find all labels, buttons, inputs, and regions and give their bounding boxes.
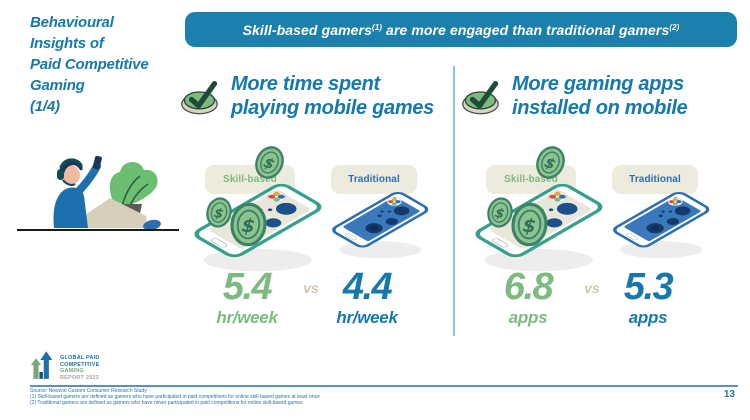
traditional-value: 4.4 (342, 266, 393, 308)
traditional-badge: Traditional (331, 165, 417, 194)
headline-banner: Skill-based gamers(1) are more engaged t… (185, 12, 737, 47)
footnotes: Source: Newzoo Custom Consumer Research … (30, 388, 320, 406)
heading-line: playing mobile games (231, 97, 434, 119)
panel-divider (453, 66, 455, 336)
heading-line: installed on mobile (512, 97, 688, 119)
page-title: Behavioural Insights of Paid Competitive… (30, 12, 180, 117)
heading-line: More time spent (231, 73, 380, 95)
footnote-2: (2) Traditional gamers are defined as ga… (30, 399, 303, 406)
page-title-line: Gaming (30, 77, 85, 94)
footnote-marker-2: (2) (669, 22, 680, 32)
page-number: 13 (723, 389, 735, 400)
headline-text: Skill-based gamers(1) are more engaged t… (242, 21, 680, 38)
vs-label: vs (303, 280, 319, 296)
page-title-line: (1/4) (30, 98, 60, 115)
vs-label: vs (584, 280, 600, 296)
dollar-coin-icon (224, 195, 274, 253)
footer-divider (30, 385, 738, 387)
skill-based-value: 6.8 (503, 266, 554, 308)
traditional-unit: hr/week (336, 308, 398, 327)
traditional-phone-illustration (606, 186, 712, 264)
panel-heading: More gaming apps installed on mobile (512, 72, 727, 120)
report-logo-icon (30, 351, 54, 381)
panel-heading: More time spent playing mobile games (231, 72, 446, 120)
page-title-line: Behavioural (30, 14, 114, 31)
check-icon (461, 76, 507, 116)
dollar-coin-icon (531, 139, 571, 185)
skill-based-value: 5.4 (222, 266, 273, 308)
traditional-phone-illustration (325, 186, 431, 264)
footnote-1: (1) Skill-based gamers are defined as ga… (30, 393, 320, 400)
traditional-value: 5.3 (623, 266, 674, 308)
page-title-line: Paid Competitive (30, 56, 149, 73)
dollar-coin-icon (505, 195, 555, 253)
page-title-line: Insights of (30, 35, 104, 52)
panel-apps-installed: More gaming apps installed on mobile Ski… (464, 68, 722, 340)
person-listening-illustration (14, 148, 184, 240)
source-note: Source: Newzoo Custom Consumer Research … (30, 388, 147, 394)
dollar-coin-icon (250, 139, 290, 185)
traditional-badge: Traditional (612, 165, 698, 194)
traditional-unit: apps (628, 308, 668, 327)
report-logo-text: GLOBAL PAID COMPETITIVE GAMING REPORT 20… (60, 355, 100, 381)
logo-line: REPORT 2023 (60, 374, 99, 381)
skill-based-unit: hr/week (216, 308, 278, 327)
skill-based-unit: apps (508, 308, 548, 327)
footnote-marker-1: (1) (371, 22, 383, 32)
check-icon (180, 76, 226, 116)
logo-line: COMPETITIVE (60, 361, 100, 368)
heading-line: More gaming apps (512, 73, 684, 95)
report-logo: GLOBAL PAID COMPETITIVE GAMING REPORT 20… (30, 351, 100, 381)
logo-line: GAMING (60, 368, 84, 374)
panel-time-spent: More time spent playing mobile games Ski… (183, 68, 441, 340)
logo-line: GLOBAL PAID (60, 355, 100, 361)
